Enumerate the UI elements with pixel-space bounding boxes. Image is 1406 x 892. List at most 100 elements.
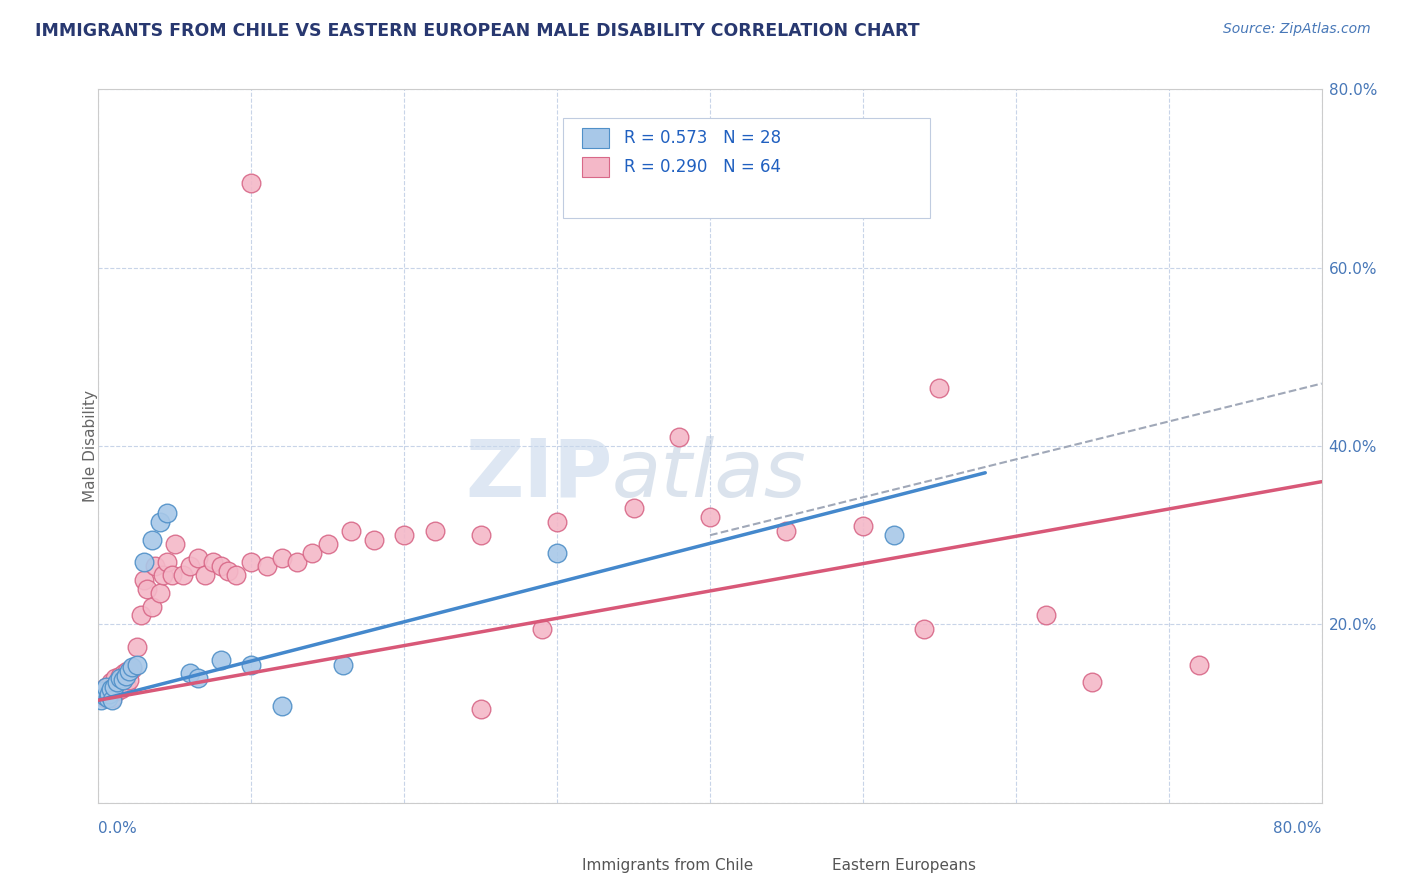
Point (1081, 675, 1104, 690)
Point (470, 528, 492, 542)
Point (163, 537, 186, 551)
Point (530, 622, 553, 636)
Point (883, 528, 905, 542)
Point (101, 690, 124, 705)
Point (699, 510, 721, 524)
Point (339, 524, 361, 538)
Point (94, 680, 117, 694)
Point (270, 699, 292, 714)
Point (156, 506, 179, 520)
Point (93, 689, 115, 703)
Point (100, 681, 122, 696)
Point (152, 568, 174, 582)
Point (118, 664, 141, 678)
Point (108, 669, 131, 683)
Point (149, 515, 172, 529)
FancyBboxPatch shape (582, 128, 609, 148)
Text: R = 0.290   N = 64: R = 0.290 N = 64 (624, 158, 780, 176)
Text: ZIP: ZIP (465, 435, 612, 514)
Point (240, 657, 263, 672)
Point (217, 564, 239, 578)
Point (285, 555, 308, 569)
Point (134, 555, 156, 569)
Point (912, 622, 935, 636)
Point (301, 546, 323, 560)
Point (240, 176, 263, 190)
Point (97, 690, 120, 705)
Point (115, 678, 138, 692)
Point (134, 573, 156, 587)
Point (160, 568, 183, 582)
Point (103, 680, 125, 694)
Point (225, 568, 247, 582)
Point (108, 671, 131, 685)
Point (121, 660, 143, 674)
Point (100, 675, 122, 690)
Point (546, 546, 568, 560)
Text: IMMIGRANTS FROM CHILE VS EASTERN EUROPEAN MALE DISABILITY CORRELATION CHART: IMMIGRANTS FROM CHILE VS EASTERN EUROPEA… (35, 22, 920, 40)
FancyBboxPatch shape (564, 118, 931, 218)
Text: Eastern Europeans: Eastern Europeans (832, 858, 976, 873)
Point (172, 568, 194, 582)
Point (121, 662, 143, 676)
Point (105, 684, 128, 698)
Point (156, 555, 179, 569)
Point (775, 524, 797, 538)
Point (105, 675, 128, 690)
Point (101, 693, 124, 707)
Point (104, 671, 127, 685)
Point (240, 555, 263, 569)
FancyBboxPatch shape (538, 855, 575, 876)
Point (256, 559, 278, 574)
Point (91, 684, 114, 698)
Point (125, 640, 148, 654)
Point (111, 673, 134, 687)
Point (202, 555, 225, 569)
Point (110, 681, 132, 696)
Point (97, 687, 120, 701)
Point (928, 381, 950, 395)
Point (107, 675, 129, 690)
Point (117, 664, 139, 678)
Point (1035, 608, 1057, 623)
Text: 0.0%: 0.0% (98, 821, 138, 836)
FancyBboxPatch shape (582, 157, 609, 177)
Text: atlas: atlas (612, 435, 807, 514)
FancyBboxPatch shape (790, 855, 827, 876)
Text: 80.0%: 80.0% (1274, 821, 1322, 836)
Point (187, 671, 209, 685)
Point (332, 657, 354, 672)
Point (392, 528, 416, 542)
Point (270, 550, 292, 565)
Point (470, 702, 492, 716)
Point (93, 690, 115, 705)
Point (852, 519, 875, 533)
Point (98, 681, 121, 696)
Point (90, 693, 112, 707)
Point (149, 586, 172, 600)
Text: Immigrants from Chile: Immigrants from Chile (582, 858, 752, 873)
Point (546, 515, 568, 529)
Point (141, 533, 163, 547)
Point (423, 524, 446, 538)
Point (111, 673, 134, 687)
Point (141, 599, 163, 614)
Point (118, 673, 141, 687)
Point (363, 533, 385, 547)
Point (98, 687, 121, 701)
Point (194, 568, 217, 582)
Point (112, 666, 135, 681)
Point (209, 653, 232, 667)
Point (1188, 657, 1211, 672)
Point (115, 669, 138, 683)
Text: Source: ZipAtlas.com: Source: ZipAtlas.com (1223, 22, 1371, 37)
Point (143, 559, 166, 574)
Point (668, 430, 690, 444)
Point (91, 684, 114, 698)
Point (129, 608, 152, 623)
Point (94, 680, 117, 694)
Point (179, 666, 201, 681)
Point (209, 559, 232, 574)
Point (103, 680, 125, 694)
Y-axis label: Male Disability: Male Disability (83, 390, 97, 502)
